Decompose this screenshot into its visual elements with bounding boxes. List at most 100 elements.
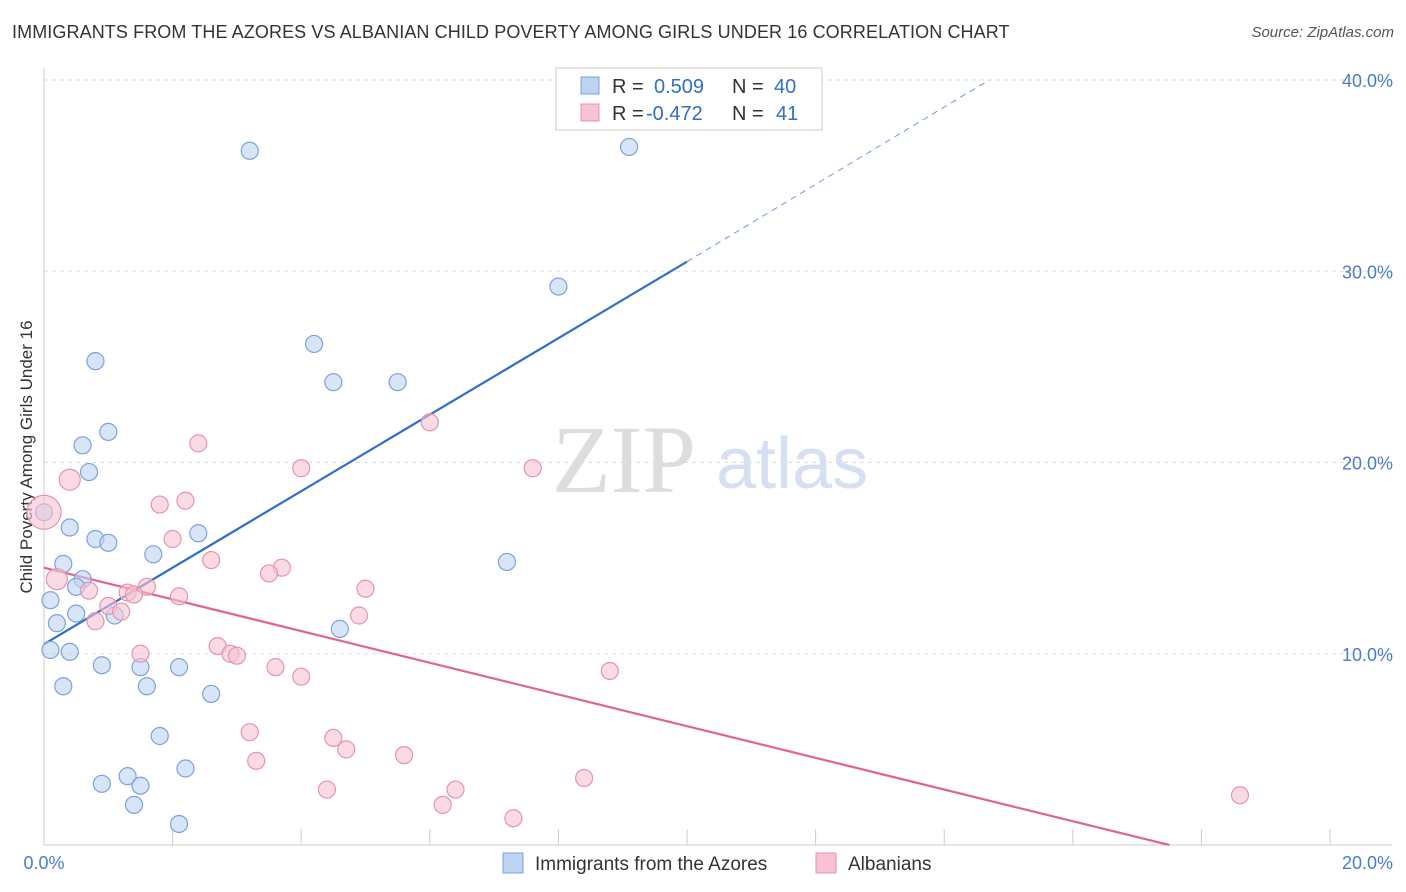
correlation-legend: R = 0.509 N = 40 R = -0.472 N = 41: [555, 67, 823, 131]
point-albanians: [86, 612, 105, 631]
point-albanians: [259, 564, 279, 583]
legend-r-value-azores: 0.509: [654, 76, 704, 98]
watermark-atlas: atlas: [716, 424, 868, 504]
point-azores: [549, 277, 568, 296]
point-azores: [304, 334, 324, 354]
chart-title: IMMIGRANTS FROM THE AZORES VS ALBANIAN C…: [12, 22, 1010, 42]
point-albanians: [292, 667, 311, 686]
point-albanians: [26, 494, 62, 530]
point-albanians: [79, 581, 99, 600]
point-albanians: [227, 646, 246, 665]
point-albanians: [349, 606, 369, 625]
point-azores: [99, 422, 118, 441]
y-tick-labels: 10.0% 20.0% 30.0% 40.0%: [1342, 71, 1393, 665]
point-albanians: [189, 434, 208, 453]
point-albanians: [446, 780, 465, 799]
point-azores: [60, 518, 79, 537]
y-tick-label: 40.0%: [1342, 71, 1393, 91]
legend-n-label-azores: N =: [732, 76, 764, 98]
point-azores: [176, 759, 195, 778]
point-azores: [41, 591, 60, 610]
legend-swatch-azores: [580, 76, 600, 95]
point-azores: [144, 545, 163, 564]
point-albanians: [58, 468, 81, 491]
point-albanians: [292, 459, 311, 478]
grid-lines: [44, 79, 1392, 655]
point-albanians: [433, 795, 452, 814]
point-azores: [137, 677, 156, 696]
x-tick-label: 0.0%: [23, 853, 64, 873]
point-albanians: [169, 587, 189, 606]
point-azores: [131, 776, 150, 795]
point-albanians: [240, 723, 259, 742]
point-albanians: [45, 568, 68, 591]
x-tick-labels: 0.0% 20.0%: [23, 853, 1393, 873]
legend-r-label-albanians: R =: [612, 103, 644, 125]
point-albanians: [112, 602, 131, 621]
data-points: [26, 137, 1250, 834]
point-azores: [150, 726, 169, 746]
point-albanians: [1230, 786, 1250, 805]
source-credit: Source: ZipAtlas.com: [1251, 24, 1394, 41]
point-azores: [169, 658, 189, 677]
point-albanians: [420, 413, 439, 432]
point-albanians: [317, 780, 337, 799]
series-legend: Immigrants from the Azores Albanians: [502, 852, 931, 875]
point-azores: [202, 684, 221, 704]
legend-r-value-albanians: -0.472: [646, 103, 703, 125]
y-axis-label: Child Poverty Among Girls Under 16: [17, 320, 36, 593]
point-albanians: [356, 579, 375, 598]
legend-n-value-albanians: 41: [776, 103, 798, 125]
point-azores: [54, 677, 73, 696]
point-azores: [124, 795, 144, 814]
x-tick-label: 20.0%: [1342, 853, 1393, 873]
point-azores: [240, 141, 259, 160]
point-azores: [99, 533, 118, 552]
series-legend-swatch-azores: [502, 852, 524, 874]
legend-r-label-azores: R =: [612, 76, 644, 98]
watermark-zip: ZIP: [552, 406, 696, 513]
y-tick-label: 30.0%: [1342, 262, 1393, 282]
point-azores: [73, 436, 92, 455]
point-albanians: [337, 740, 356, 759]
series-legend-swatch-albanians: [815, 852, 837, 874]
point-azores: [92, 656, 111, 675]
point-azores: [620, 137, 639, 157]
point-azores: [189, 524, 208, 543]
point-albanians: [247, 751, 266, 770]
point-azores: [497, 552, 517, 572]
point-azores: [330, 619, 349, 638]
point-azores: [47, 614, 66, 633]
point-azores: [79, 462, 99, 482]
point-albanians: [394, 746, 414, 765]
y-tick-label: 10.0%: [1342, 645, 1393, 665]
point-azores: [92, 774, 111, 793]
point-albanians: [176, 491, 195, 510]
point-azores: [169, 814, 189, 834]
point-albanians: [266, 658, 285, 677]
point-albanians: [131, 644, 150, 663]
series-legend-label-albanians: Albanians: [848, 854, 931, 875]
legend-n-label-albanians: N =: [732, 103, 764, 125]
legend-box: [555, 67, 823, 131]
point-azores: [324, 373, 343, 392]
point-azores: [118, 767, 137, 786]
legend-swatch-albanians: [580, 103, 600, 122]
y-tick-label: 20.0%: [1342, 454, 1393, 474]
point-albanians: [324, 728, 343, 748]
point-azores: [388, 373, 407, 392]
point-azores: [41, 640, 60, 660]
point-azores: [86, 352, 105, 371]
point-albanians: [202, 550, 221, 570]
point-albanians: [523, 459, 542, 478]
point-azores: [67, 604, 86, 623]
point-albanians: [575, 768, 594, 788]
trend-line-extension: [686, 79, 990, 263]
watermark: ZIP atlas: [552, 406, 868, 513]
series-legend-label-azores: Immigrants from the Azores: [535, 854, 767, 875]
point-albanians: [600, 661, 619, 681]
point-azores: [60, 642, 79, 661]
trend-line-albanians: [43, 566, 1170, 847]
point-albanians: [163, 529, 182, 549]
